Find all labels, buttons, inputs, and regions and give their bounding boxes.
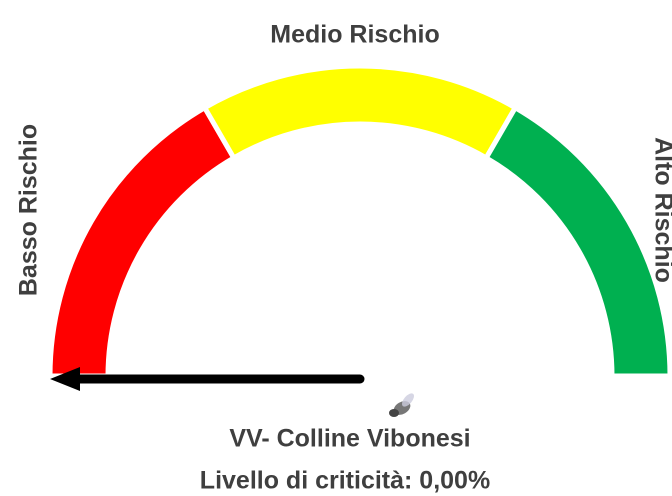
value-label: Livello di criticità: 0,00%	[200, 467, 490, 495]
band-label: Alto Rischio	[649, 137, 672, 283]
page: {"chart_data": {"type": "gauge", "title"…	[0, 0, 672, 496]
gauge-band	[50, 108, 234, 376]
chart-title: VV- Colline Vibonesi	[229, 425, 470, 453]
gauge-band	[486, 108, 670, 376]
gauge-chart: VV- Colline Vibonesi Livello di criticit…	[0, 0, 672, 496]
band-label: Basso Rischio	[15, 124, 43, 296]
fly-icon	[389, 391, 416, 417]
band-label: Medio Rischio	[270, 21, 439, 49]
gauge-band	[205, 66, 516, 158]
